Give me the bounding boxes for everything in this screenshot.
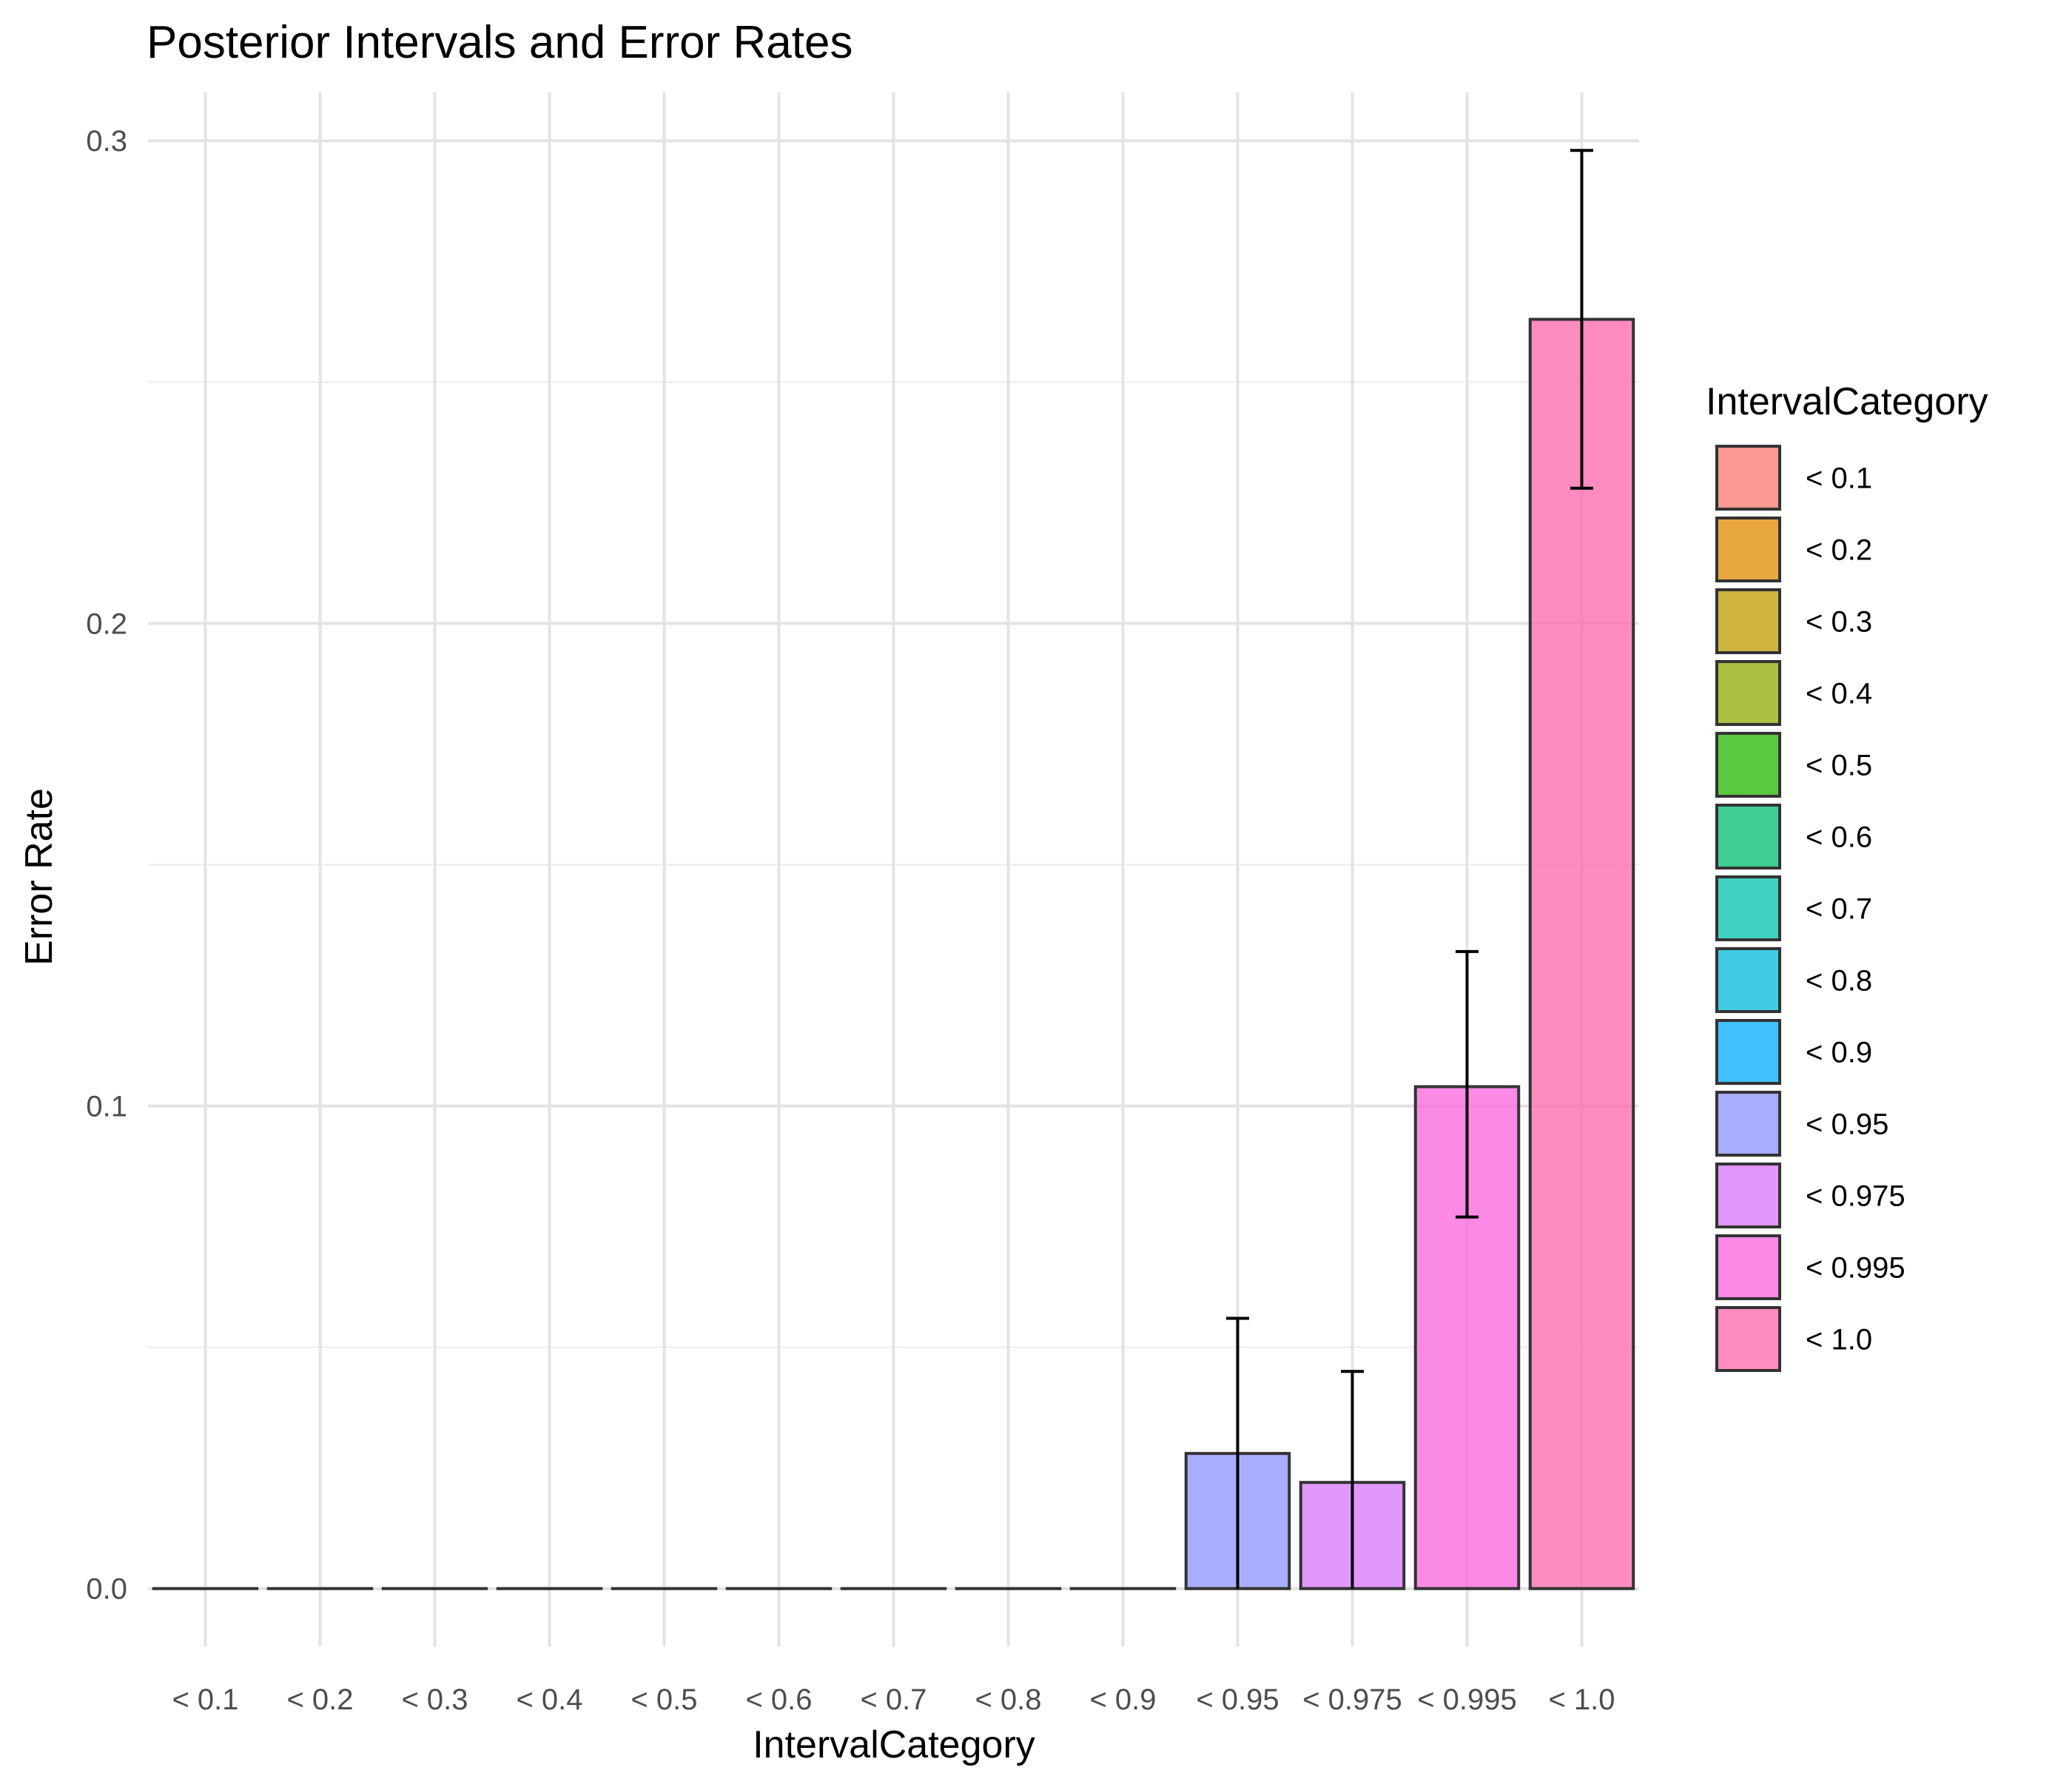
legend-key xyxy=(1715,588,1781,654)
legend-label: < 0.6 xyxy=(1806,821,1872,854)
legend-key xyxy=(1715,732,1781,798)
legend-items: < 0.1 < 0.2 < 0.3 < 0.4 < 0.5 < 0.6 < 0.7 < 0.8… xyxy=(1715,445,1906,1372)
x-tick-label: < 0.7 xyxy=(860,1684,926,1716)
x-tick-label: < 0.6 xyxy=(745,1684,812,1716)
legend-label: < 0.4 xyxy=(1806,678,1872,710)
legend-item: < 0.3 xyxy=(1715,588,1872,654)
legend-key xyxy=(1715,1306,1781,1372)
error-bar xyxy=(1226,1316,1249,1589)
legend-label: < 0.95 xyxy=(1806,1109,1888,1141)
legend-label: < 0.975 xyxy=(1806,1180,1906,1213)
legend-item: < 0.2 xyxy=(1715,517,1872,582)
legend: IntervalCategory < 0.1< 0.2< 0.3< 0.4< 0… xyxy=(1706,380,1988,1372)
y-tick-label: 0.3 xyxy=(86,125,127,158)
x-tick-label: < 0.2 xyxy=(286,1684,353,1716)
legend-label: < 0.8 xyxy=(1806,965,1872,998)
legend-item: < 0.975 xyxy=(1715,1163,1906,1228)
legend-key xyxy=(1715,1091,1781,1157)
y-tick-label: 0.1 xyxy=(86,1091,127,1123)
x-tick-label: < 0.3 xyxy=(401,1684,468,1716)
legend-key xyxy=(1715,1019,1781,1085)
grid xyxy=(148,92,1639,1646)
legend-item: < 1.0 xyxy=(1715,1306,1872,1372)
x-tick-label: < 0.95 xyxy=(1196,1684,1279,1716)
x-tick-label: < 0.8 xyxy=(975,1684,1041,1716)
legend-item: < 0.995 xyxy=(1715,1234,1906,1300)
y-axis-title: Error Rate xyxy=(18,788,61,966)
x-tick-label: < 0.5 xyxy=(630,1684,697,1716)
x-axis-title: IntervalCategory xyxy=(753,1723,1035,1766)
x-tick-label: < 0.995 xyxy=(1417,1684,1517,1716)
chart-title: Posterior Intervals and Error Rates xyxy=(147,17,853,68)
y-tick-label: 0.0 xyxy=(86,1573,127,1606)
x-axis-ticks: < 0.1 < 0.2 < 0.3 < 0.4 < 0.5 < 0.6 < 0.7 < 0.8… xyxy=(172,1684,1615,1716)
error-bars xyxy=(1226,149,1593,1589)
legend-key xyxy=(1715,947,1781,1013)
x-tick-label: < 0.1 xyxy=(172,1684,238,1716)
legend-item: < 0.9 xyxy=(1715,1019,1872,1085)
legend-label: < 0.2 xyxy=(1806,534,1872,567)
legend-key xyxy=(1715,517,1781,582)
legend-label: < 0.1 xyxy=(1806,462,1872,495)
legend-title: IntervalCategory xyxy=(1706,380,1988,423)
legend-item: < 0.5 xyxy=(1715,732,1872,798)
legend-label: < 0.7 xyxy=(1806,893,1872,926)
legend-key xyxy=(1715,804,1781,870)
x-tick-label: < 1.0 xyxy=(1548,1684,1615,1716)
legend-key xyxy=(1715,1163,1781,1228)
legend-item: < 0.7 xyxy=(1715,875,1872,941)
legend-label: < 0.995 xyxy=(1806,1252,1906,1285)
legend-item: < 0.4 xyxy=(1715,660,1872,726)
y-tick-label: 0.2 xyxy=(86,608,127,640)
error-bar xyxy=(1341,1370,1364,1589)
x-tick-label: < 0.975 xyxy=(1302,1684,1402,1716)
legend-label: < 0.3 xyxy=(1806,606,1872,639)
legend-item: < 0.95 xyxy=(1715,1091,1888,1157)
error-bar xyxy=(1456,949,1479,1219)
legend-key xyxy=(1715,445,1781,511)
bar xyxy=(1528,317,1635,1590)
error-bar xyxy=(1570,149,1593,490)
legend-key xyxy=(1715,875,1781,941)
legend-item: < 0.8 xyxy=(1715,947,1872,1013)
legend-key xyxy=(1715,660,1781,726)
legend-label: < 0.9 xyxy=(1806,1037,1872,1069)
legend-key xyxy=(1715,1234,1781,1300)
legend-item: < 0.1 xyxy=(1715,445,1872,511)
legend-label: < 0.5 xyxy=(1806,750,1872,782)
x-tick-label: < 0.4 xyxy=(516,1684,582,1716)
legend-item: < 0.6 xyxy=(1715,804,1872,870)
x-tick-label: < 0.9 xyxy=(1089,1684,1156,1716)
legend-label: < 1.0 xyxy=(1806,1324,1872,1356)
y-axis-ticks: 0.0 0.1 0.2 0.3 xyxy=(86,125,127,1606)
